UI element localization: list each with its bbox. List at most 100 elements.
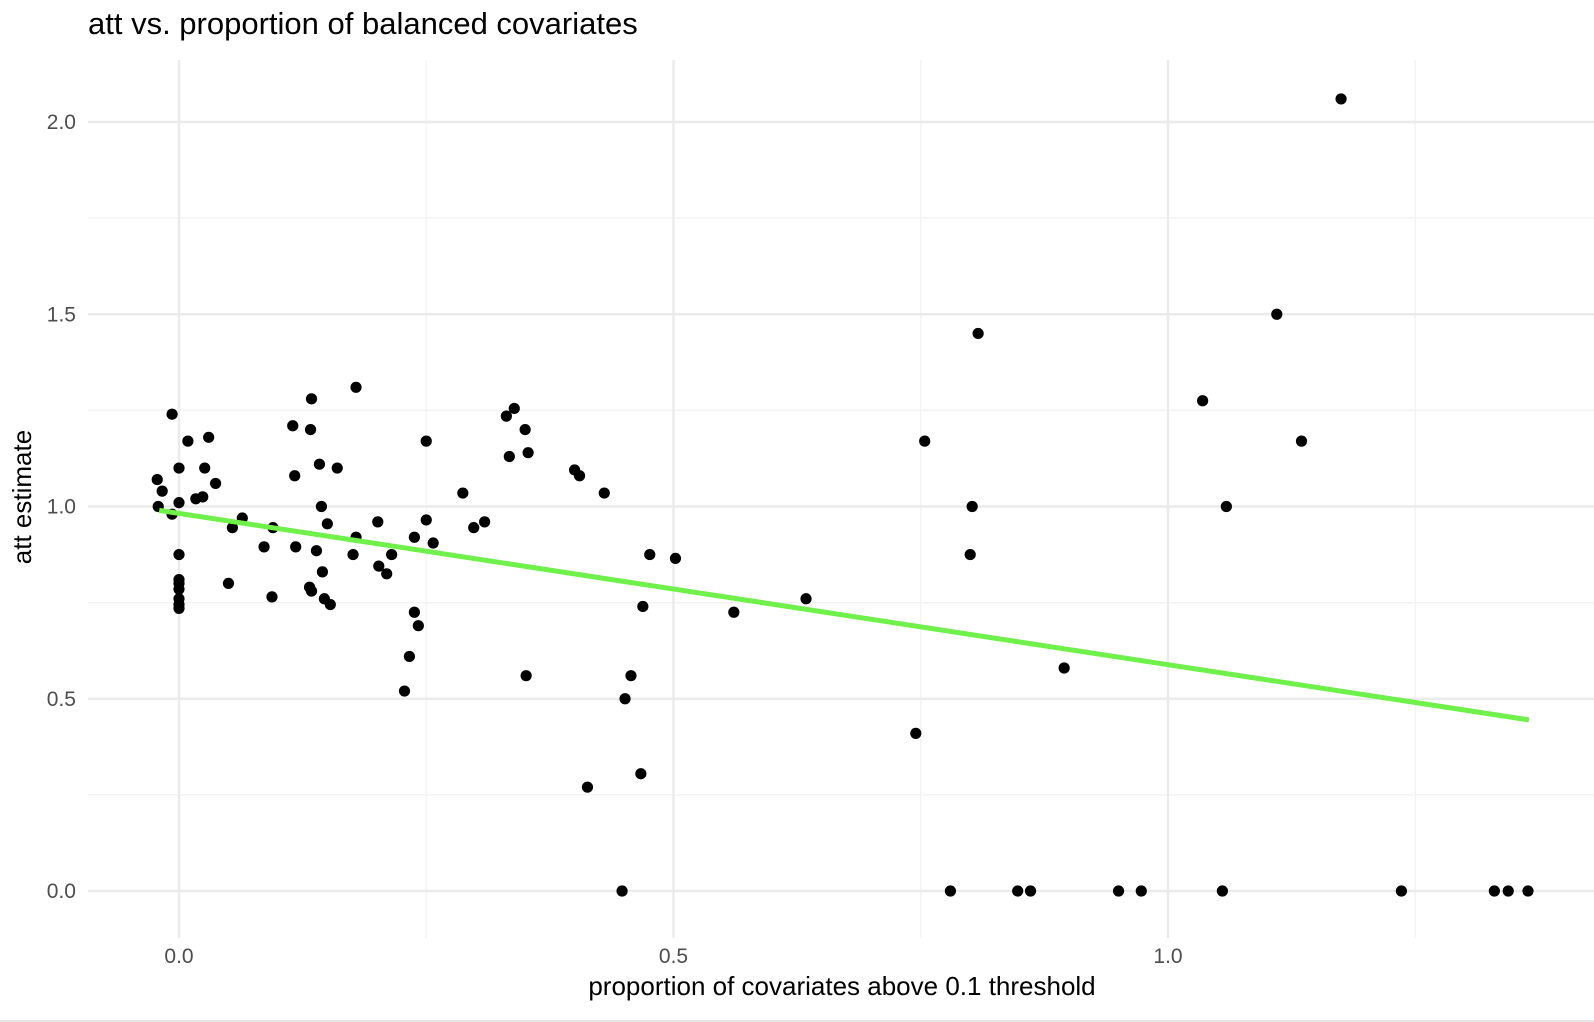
- data-point: [420, 435, 432, 447]
- data-point: [347, 548, 359, 561]
- data-point: [173, 462, 185, 474]
- y-tick-label: 1.0: [47, 496, 76, 519]
- regression-line-layer: [158, 507, 1530, 723]
- data-point: [1295, 435, 1308, 447]
- data-point: [1271, 308, 1283, 320]
- data-point: [637, 600, 649, 613]
- y-tick-label: 0.0: [47, 880, 76, 903]
- y-axis-tick-labels: 0.0 0.5 1.0 1.5 2.0: [47, 111, 76, 903]
- data-point: [266, 591, 278, 603]
- data-point: [313, 458, 326, 470]
- data-point: [315, 500, 328, 513]
- data-point: [173, 602, 185, 614]
- bottom-divider: [0, 1020, 1594, 1022]
- data-point: [1216, 885, 1228, 897]
- data-point: [408, 606, 420, 618]
- data-point: [203, 431, 215, 443]
- data-point: [151, 473, 163, 486]
- data-point: [619, 693, 631, 705]
- data-point: [316, 566, 329, 578]
- data-point: [372, 516, 384, 528]
- data-point: [910, 727, 922, 739]
- data-point: [644, 548, 656, 561]
- data-point: [522, 447, 534, 459]
- data-point: [573, 470, 586, 482]
- data-point: [331, 462, 343, 474]
- data-point: [310, 545, 323, 557]
- data-point: [173, 583, 185, 595]
- data-point: [258, 541, 270, 553]
- data-point: [520, 670, 532, 682]
- data-point: [964, 548, 976, 561]
- data-point: [209, 477, 222, 490]
- data-point: [304, 424, 317, 436]
- data-point: [1197, 395, 1209, 407]
- x-axis-tick-labels: 0.0 0.5 1.0: [164, 945, 1182, 968]
- data-point: [386, 548, 398, 561]
- data-point: [972, 327, 984, 340]
- data-point: [519, 424, 531, 436]
- data-point: [1112, 885, 1125, 897]
- data-point: [616, 885, 628, 897]
- data-point: [669, 552, 682, 565]
- data-point: [1220, 500, 1232, 513]
- data-point: [403, 650, 416, 663]
- data-point: [381, 568, 393, 580]
- data-point: [287, 420, 299, 432]
- data-point: [1135, 885, 1147, 897]
- data-point: [1395, 885, 1408, 897]
- data-point: [919, 435, 931, 447]
- data-point: [289, 470, 301, 482]
- data-point: [290, 541, 302, 553]
- data-point: [1502, 885, 1514, 897]
- data-point: [598, 487, 610, 499]
- data-point: [944, 885, 957, 897]
- x-tick-label: 0.5: [659, 945, 688, 968]
- data-point: [581, 781, 594, 793]
- data-point: [468, 522, 480, 534]
- data-point: [728, 606, 740, 618]
- data-point: [508, 402, 520, 415]
- data-point: [408, 531, 420, 543]
- data-point: [412, 620, 424, 632]
- data-point: [350, 381, 362, 393]
- data-point: [166, 408, 178, 420]
- x-axis-title: proportion of covariates above 0.1 thres…: [588, 971, 1095, 1001]
- data-point: [966, 500, 978, 513]
- data-point: [398, 685, 411, 697]
- data-point: [305, 393, 318, 405]
- data-point: [479, 516, 491, 528]
- data-point: [503, 450, 515, 463]
- data-point: [420, 514, 432, 526]
- data-point: [199, 462, 211, 474]
- data-point: [800, 593, 812, 605]
- y-axis-title: att estimate: [7, 430, 37, 564]
- data-point: [457, 487, 469, 499]
- data-point: [197, 491, 209, 503]
- grid-lines: [88, 60, 1594, 938]
- data-point: [324, 598, 336, 611]
- x-tick-label: 0.0: [164, 945, 193, 968]
- data-point: [1058, 662, 1070, 674]
- data-point: [625, 670, 637, 682]
- data-point: [1012, 885, 1024, 897]
- data-point: [173, 548, 185, 561]
- data-point: [226, 522, 239, 534]
- data-point: [373, 560, 385, 572]
- data-points: [151, 93, 1534, 897]
- data-point: [305, 585, 318, 597]
- data-point: [222, 577, 235, 590]
- data-point: [500, 410, 512, 422]
- data-point: [1024, 885, 1037, 897]
- data-point: [156, 485, 168, 497]
- regression-line: [158, 507, 1530, 723]
- data-point: [1522, 885, 1534, 897]
- y-tick-label: 0.5: [47, 688, 76, 711]
- y-tick-label: 1.5: [47, 303, 76, 326]
- data-point: [1335, 93, 1347, 105]
- data-point: [427, 537, 439, 549]
- data-point: [173, 497, 185, 509]
- y-tick-label: 2.0: [47, 111, 76, 134]
- x-tick-label: 1.0: [1153, 945, 1182, 968]
